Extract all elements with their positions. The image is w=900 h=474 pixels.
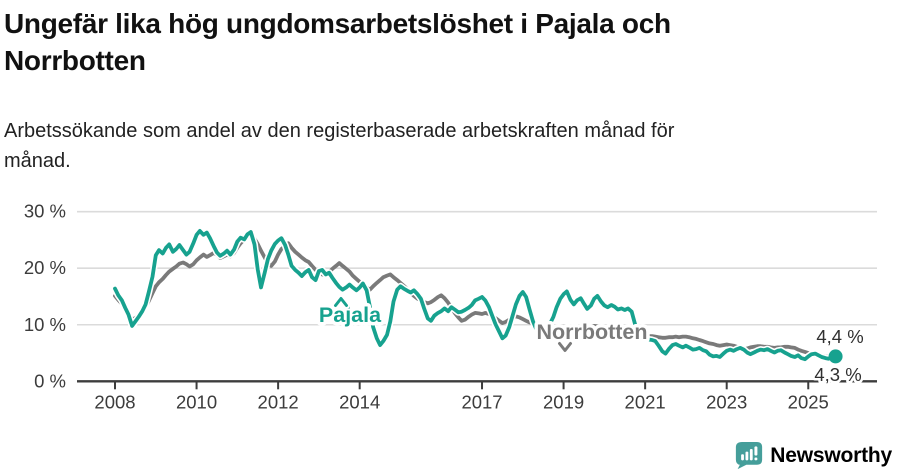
chart-subtitle-line-2: månad. [4, 150, 71, 172]
logo-bubble-shape [736, 441, 763, 470]
logo-bar-1 [741, 454, 745, 461]
newsworthy-bubble-barchart-icon [736, 441, 763, 470]
x-axis-tick-label: 2014 [339, 391, 380, 412]
x-axis-tick-label: 2017 [461, 391, 502, 412]
logo-bar-3 [750, 448, 753, 461]
series-label-arrow-up-icon [334, 297, 348, 307]
x-axis-tick-label: 2023 [706, 391, 747, 412]
series-label-pajala: Pajala [319, 303, 382, 327]
chart-subtitle-line-1: Arbetssökande som andel av den registerb… [4, 120, 675, 142]
chart-title: Ungefär lika hög ungdomsarbetslöshet i P… [4, 5, 671, 79]
x-axis-tick-label: 2025 [788, 391, 829, 412]
series-line-pajala-casing [111, 227, 840, 363]
end-point-dot-pajala [828, 349, 843, 364]
logo-exclamation-dot [754, 457, 758, 461]
x-axis-tick-label: 2010 [176, 391, 217, 412]
logo-exclamation-stem [754, 446, 758, 456]
y-axis-tick-label: 30 % [24, 201, 66, 222]
y-axis-tick-label: 0 % [34, 370, 66, 391]
logo-bar-2 [745, 451, 749, 461]
chart-subtitle: Arbetssökande som andel av den registerb… [4, 116, 674, 176]
series-label-norrbotten: Norrbotten [536, 320, 647, 344]
newsworthy-logo-text: Newsworthy [770, 443, 892, 467]
y-axis-tick-label: 10 % [24, 314, 66, 335]
x-axis-tick-label: 2019 [543, 391, 584, 412]
chart-title-line-2: Norrbotten [4, 45, 146, 76]
chart-title-line-1: Ungefär lika hög ungdomsarbetslöshet i P… [4, 8, 671, 39]
y-axis-tick-label: 20 % [24, 257, 66, 278]
x-axis-tick-label: 2021 [625, 391, 666, 412]
series-line-pajala [113, 229, 838, 362]
newsworthy-logo: Newsworthy [735, 441, 892, 470]
series-label-arrow-down-icon [558, 342, 572, 352]
x-axis-tick-label: 2012 [258, 391, 299, 412]
x-axis-tick-label: 2008 [94, 391, 135, 412]
end-value-label-pajala: 4,4 % [816, 326, 863, 347]
end-value-label-norrbotten: 4,3 % [814, 364, 861, 385]
